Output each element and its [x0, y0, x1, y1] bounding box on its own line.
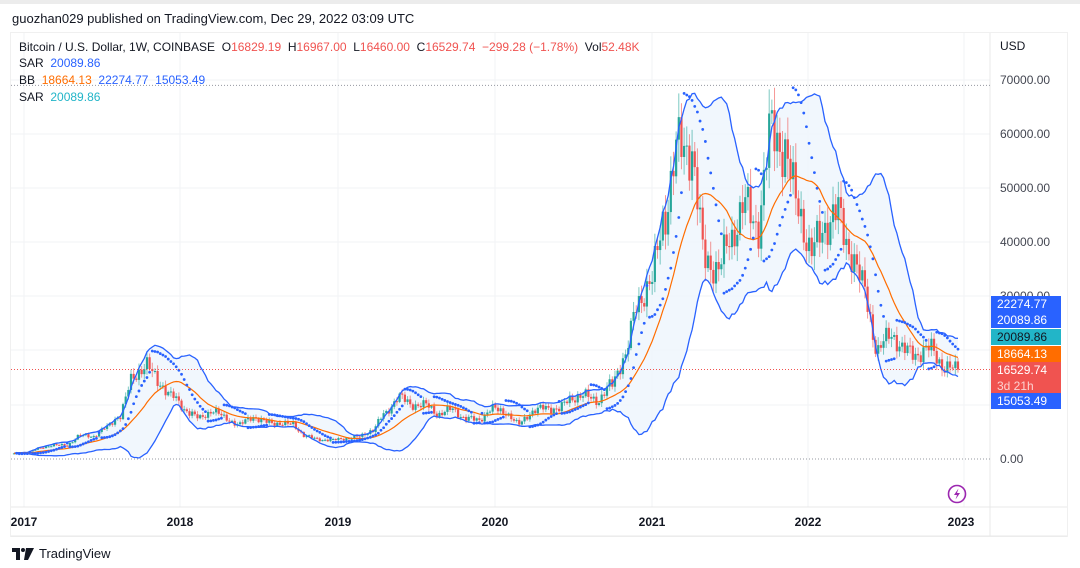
volume-value: 52.48K [601, 40, 640, 54]
low-label: L [353, 40, 360, 54]
close-value: 16529.74 [425, 40, 476, 54]
close-label: C [416, 40, 426, 54]
currency-label: USD [1000, 39, 1026, 53]
price-tick-0: 0.00 [1000, 452, 1024, 466]
bb-upper-value: 22274.77 [98, 73, 149, 87]
sar-legend-row-2[interactable]: SAR 20089.86 [19, 89, 100, 105]
publisher-caption: guozhan029 published on TradingView.com,… [12, 11, 415, 26]
sar2-value: 20089.86 [50, 90, 101, 104]
bb-basis-price-tag: 18664.13 [991, 346, 1061, 362]
sar-value: 20089.86 [50, 56, 101, 70]
bb-basis-value: 18664.13 [41, 73, 92, 87]
year-label-2017: 2017 [10, 515, 38, 529]
sar-legend-row-1[interactable]: SAR 20089.86 [19, 55, 100, 71]
year-label-2019: 2019 [324, 515, 352, 529]
top-border [0, 0, 1080, 4]
sar-price-tag: 20089.86 [991, 312, 1061, 328]
high-value: 16967.00 [296, 40, 347, 54]
year-label-2021: 2021 [638, 515, 666, 529]
year-label-2022: 2022 [794, 515, 822, 529]
bb-lower-price-tag: 15053.49 [991, 393, 1061, 409]
price-tick-60000: 60000.00 [1000, 127, 1051, 141]
last-price-value: 16529.74 [997, 363, 1048, 377]
bb-upper-price-tag: 22274.77 [991, 296, 1061, 312]
lightning-bolt-icon[interactable] [947, 484, 967, 504]
last-price-tag: 16529.74 3d 21h [991, 362, 1061, 393]
price-tick-40000: 40000.00 [1000, 235, 1051, 249]
bb-lower-value: 15053.49 [155, 73, 206, 87]
tradingview-brand-text: TradingView [39, 546, 111, 561]
change-value: −299.28 (−1.78%) [482, 40, 579, 54]
tradingview-logo-icon [12, 547, 34, 560]
bar-countdown: 3d 21h [997, 379, 1034, 393]
open-value: 16829.19 [231, 40, 282, 54]
symbol-name[interactable]: Bitcoin / U.S. Dollar, 1W, COINBASE [19, 40, 216, 54]
symbol-legend-row: Bitcoin / U.S. Dollar, 1W, COINBASE O168… [19, 39, 640, 55]
price-tick-70000: 70000.00 [1000, 73, 1051, 87]
price-tick-50000: 50000.00 [1000, 181, 1051, 195]
sar2-label: SAR [19, 90, 44, 104]
sar2-price-tag: 20089.86 [991, 329, 1061, 345]
year-label-2018: 2018 [166, 515, 194, 529]
tradingview-logo[interactable]: TradingView [12, 546, 111, 561]
high-label: H [287, 40, 297, 54]
sar-label: SAR [19, 56, 44, 70]
year-label-2023: 2023 [947, 515, 975, 529]
bb-legend-row[interactable]: BB 18664.13 22274.77 15053.49 [19, 72, 205, 88]
volume-label: Vol [584, 40, 602, 54]
open-label: O [221, 40, 232, 54]
year-label-2020: 2020 [481, 515, 509, 529]
low-value: 16460.00 [359, 40, 410, 54]
bb-label: BB [19, 73, 36, 87]
